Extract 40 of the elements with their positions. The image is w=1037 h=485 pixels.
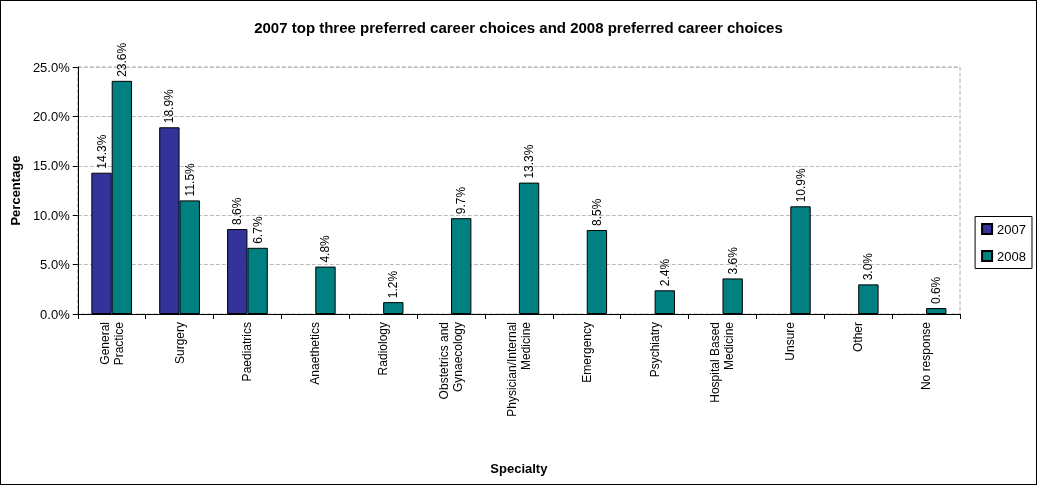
data-label: 10.9% xyxy=(793,167,808,203)
x-tick-label: Psychiatry xyxy=(647,322,662,378)
x-tick-label: Emergency xyxy=(579,322,594,383)
x-tick-label: Radiology xyxy=(376,322,391,376)
data-label: 3.0% xyxy=(861,252,876,281)
y-tick-label: 5.0% xyxy=(40,257,71,273)
data-label: 1.2% xyxy=(386,270,401,299)
x-tick-label: Other xyxy=(851,322,866,353)
data-label: 6.7% xyxy=(250,216,265,244)
y-tick-label: 0.0% xyxy=(40,306,71,322)
x-tick-label: Paediatrics xyxy=(240,322,255,382)
x-axis-title: Specialty xyxy=(490,461,549,476)
x-tick-label: No response xyxy=(919,321,934,391)
data-label: 9.7% xyxy=(454,186,469,215)
x-tick-label: Anaethetics xyxy=(308,322,323,385)
x-tick-label: Obstetrics and Gynaecology xyxy=(437,322,466,400)
y-tick-label: 20.0% xyxy=(32,108,71,124)
chart-title: 2007 top three preferred career choices and 2008 preferred career choices xyxy=(254,19,783,36)
x-tick-label: Physician/Internal Medicine xyxy=(504,321,533,417)
data-label: 8.5% xyxy=(589,198,604,227)
data-label: 8.6% xyxy=(230,197,245,226)
data-label: 0.6% xyxy=(929,276,944,305)
x-tick-label: General Practice xyxy=(97,321,126,366)
x-tick-label: Surgery xyxy=(172,322,187,365)
x-tick-label: Unsure xyxy=(783,321,798,361)
y-tick-label: 25.0% xyxy=(32,59,71,75)
legend-label: 2007 xyxy=(997,221,1026,237)
legend-label: 2008 xyxy=(997,248,1026,264)
data-label: 4.8% xyxy=(318,234,333,263)
data-label: 23.6% xyxy=(114,42,129,77)
y-axis-title: Percentage xyxy=(8,155,23,226)
data-label: 2.4% xyxy=(657,258,672,287)
y-tick-label: 15.0% xyxy=(32,158,71,174)
data-label: 3.6% xyxy=(725,246,740,275)
data-label: 11.5% xyxy=(182,162,197,197)
data-label: 13.3% xyxy=(522,144,537,179)
data-label: 18.9% xyxy=(162,88,177,124)
data-label: 14.3% xyxy=(94,134,109,169)
y-tick-label: 10.0% xyxy=(32,207,71,223)
x-tick-label: Hospital Based Medicine xyxy=(708,321,737,403)
